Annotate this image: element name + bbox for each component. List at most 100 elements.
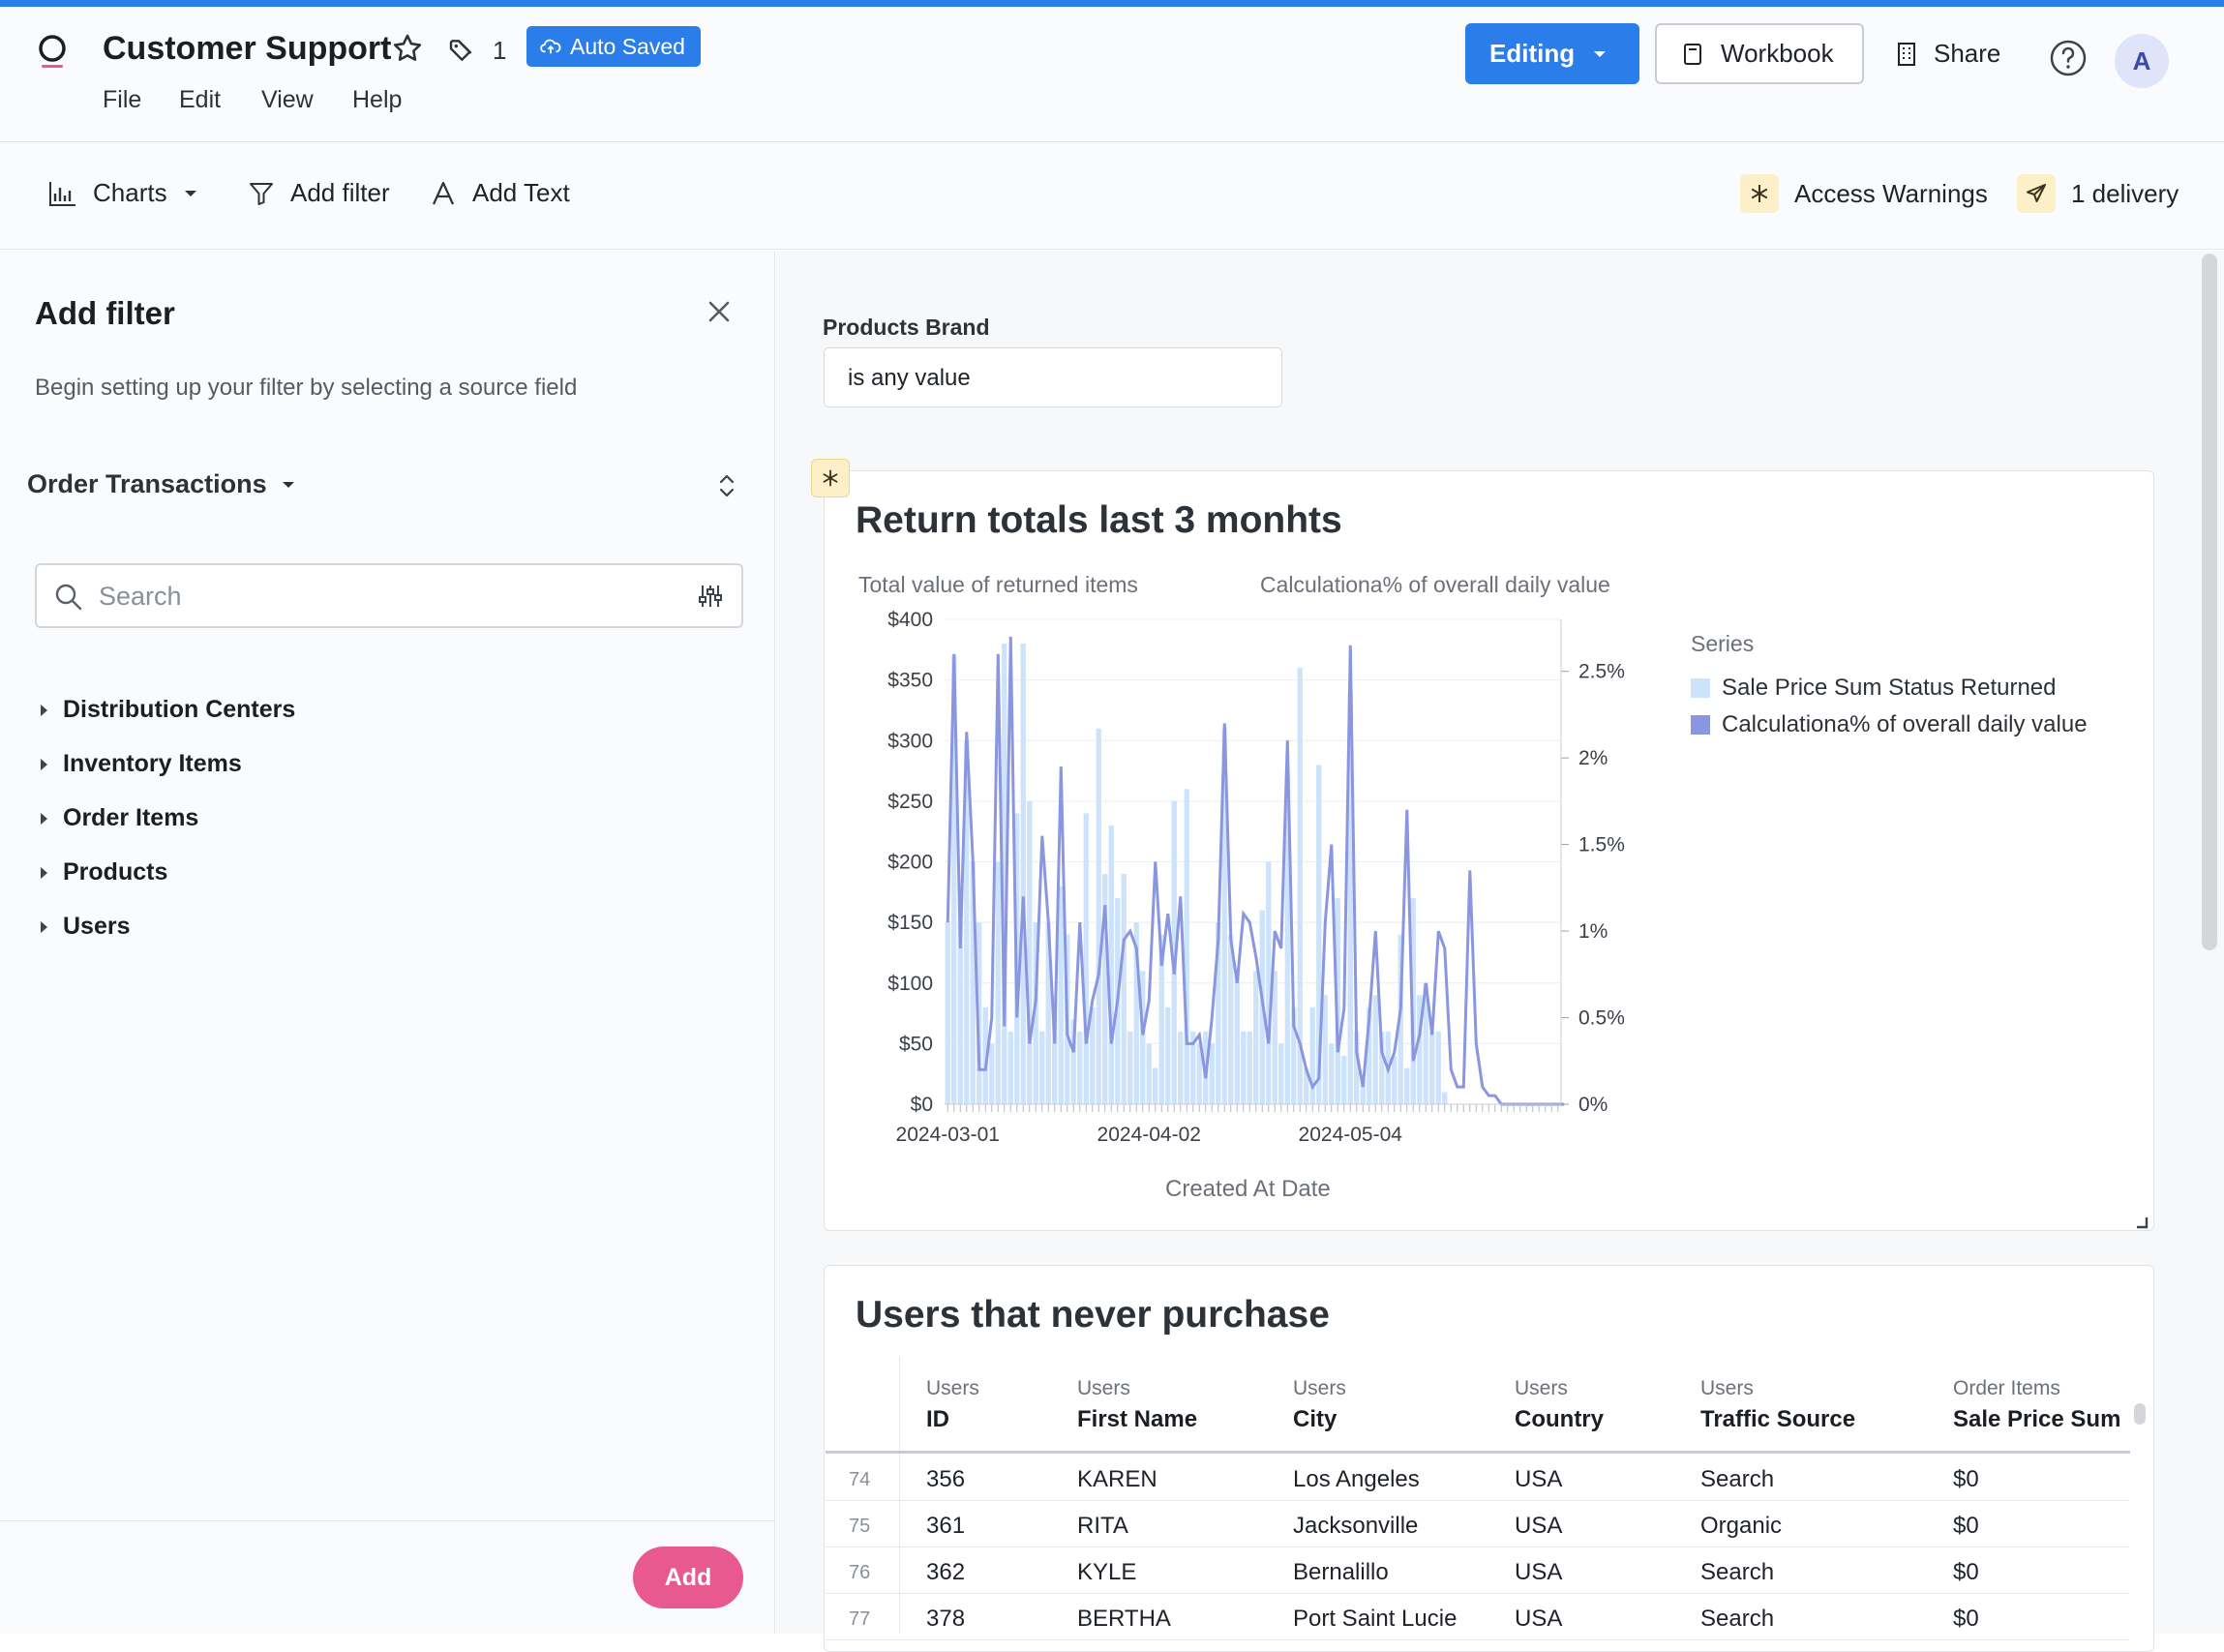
bar <box>1347 692 1353 1104</box>
bar <box>1354 1031 1360 1104</box>
bar <box>1221 728 1227 1104</box>
legend-item-percent[interactable]: Calculationa% of overall daily value <box>1691 711 2088 738</box>
products-brand-filter[interactable]: is any value <box>824 347 1282 407</box>
y-tick-label: $50 <box>899 1033 933 1055</box>
left-axis-title: Total value of returned items <box>858 572 1138 597</box>
share-label: Share <box>1934 39 2001 68</box>
source-selector[interactable]: Order Transactions <box>27 469 296 499</box>
close-icon[interactable] <box>705 297 734 326</box>
bar <box>1247 1031 1252 1104</box>
share-button[interactable]: Share <box>1895 23 2000 84</box>
add-filter-button[interactable]: Add filter <box>248 178 390 208</box>
menu-file[interactable]: File <box>103 86 142 113</box>
menu-view[interactable]: View <box>261 86 314 113</box>
bar <box>970 861 976 1104</box>
column-header-traffic-source[interactable]: Users Traffic Source <box>1700 1377 1856 1432</box>
panel-title: Add filter <box>35 295 175 331</box>
bar <box>1253 971 1259 1104</box>
caret-down-icon <box>1594 50 1607 57</box>
column-header-country[interactable]: Users Country <box>1515 1377 1604 1432</box>
y-tick-label: $150 <box>887 912 933 934</box>
bar <box>982 1006 988 1104</box>
expand-triangle-icon <box>41 758 47 770</box>
cell-first-name: RITA <box>1077 1513 1128 1539</box>
search-icon <box>55 584 82 611</box>
add-text-button[interactable]: Add Text <box>430 178 570 208</box>
add-filter-label: Add filter <box>290 178 390 207</box>
bar <box>1158 934 1164 1104</box>
charts-menu-button[interactable]: Charts <box>48 178 198 208</box>
access-warnings-button[interactable]: Access Warnings <box>1740 174 1988 213</box>
cell-sale-price-sum: $0 <box>1953 1559 1979 1585</box>
tree-item-distribution-centers[interactable]: Distribution Centers <box>41 696 295 724</box>
table-row[interactable]: 76 362 KYLE Bernalillo USA Search $0 <box>826 1547 2129 1594</box>
asterisk-warning-icon[interactable] <box>811 459 850 497</box>
tree-item-inventory-items[interactable]: Inventory Items <box>41 750 242 778</box>
column-header-id[interactable]: Users ID <box>926 1377 979 1432</box>
bar <box>1341 1055 1347 1104</box>
bar <box>951 655 957 1104</box>
tag-icon[interactable] <box>447 36 478 67</box>
app-logo-icon[interactable] <box>35 33 70 68</box>
return-totals-chart: $0 $50 $100 $150 $200 $250 $300 $350 $400 0% 0.5% 1… <box>887 609 1625 1146</box>
expand-triangle-icon <box>41 812 47 825</box>
cell-city: Los Angeles <box>1293 1466 1420 1492</box>
row-number: 76 <box>849 1562 871 1583</box>
workbook-title[interactable]: Customer Support <box>103 30 392 67</box>
search-input[interactable] <box>99 575 660 617</box>
table-row[interactable]: 75 361 RITA Jacksonville USA Organic $0 <box>826 1501 2129 1547</box>
table-scrollbar[interactable] <box>2134 1403 2146 1425</box>
legend-title: Series <box>1691 631 1755 656</box>
field-search-box <box>35 563 743 628</box>
delivery-button[interactable]: 1 delivery <box>2017 174 2179 213</box>
tree-item-users[interactable]: Users <box>41 913 131 941</box>
table-title: Users that never purchase <box>856 1294 1330 1336</box>
legend-item-returned[interactable]: Sale Price Sum Status Returned <box>1691 675 2057 702</box>
bar <box>1392 1055 1398 1104</box>
bar <box>957 922 963 1104</box>
bar <box>1196 1043 1202 1104</box>
cell-first-name: BERTHA <box>1077 1606 1171 1632</box>
cell-id: 378 <box>926 1606 966 1632</box>
y2-tick-label: 0% <box>1578 1094 1608 1116</box>
star-icon[interactable] <box>391 32 424 65</box>
tree-item-order-items[interactable]: Order Items <box>41 804 198 832</box>
tag-count: 1 <box>493 36 507 65</box>
bar-chart-icon <box>49 181 75 206</box>
tree-item-products[interactable]: Products <box>41 858 167 886</box>
column-header-city[interactable]: Users City <box>1293 1377 1346 1432</box>
column-header-first-name[interactable]: Users First Name <box>1077 1377 1198 1432</box>
bar <box>1216 922 1221 1104</box>
access-warnings-label: Access Warnings <box>1794 178 1988 208</box>
bar <box>1083 813 1089 1104</box>
send-icon <box>2017 174 2056 213</box>
row-number: 75 <box>849 1516 871 1537</box>
bar <box>1435 1031 1441 1104</box>
bar <box>1045 922 1051 1104</box>
bar <box>1052 995 1058 1104</box>
canvas-scrollbar[interactable] <box>2202 254 2217 950</box>
bar <box>1329 1043 1335 1104</box>
table-row[interactable]: 74 356 KAREN Los Angeles USA Search $0 <box>826 1455 2129 1501</box>
menu-help[interactable]: Help <box>352 86 403 113</box>
help-icon[interactable] <box>2049 39 2088 77</box>
table-row[interactable]: 77 378 BERTHA Port Saint Lucie USA Searc… <box>826 1594 2129 1640</box>
expand-collapse-icon[interactable] <box>716 469 737 502</box>
workbook-button[interactable]: Workbook <box>1655 23 1864 84</box>
bar <box>1127 1031 1133 1104</box>
bar <box>1190 1031 1196 1104</box>
column-header-sale-price-sum[interactable]: Order Items Sale Price Sum <box>1953 1377 2121 1432</box>
resize-handle-icon[interactable] <box>2135 1216 2149 1229</box>
row-number-divider <box>899 1357 900 1634</box>
editing-mode-button[interactable]: Editing <box>1465 23 1639 84</box>
menu-edit[interactable]: Edit <box>179 86 222 113</box>
expand-triangle-icon <box>41 920 47 933</box>
add-filter-confirm-button[interactable]: Add <box>633 1547 743 1608</box>
filter-settings-icon[interactable] <box>697 583 724 610</box>
bar <box>1241 1031 1247 1104</box>
user-avatar[interactable]: A <box>2115 34 2169 88</box>
bar <box>1429 1031 1435 1104</box>
charts-label: Charts <box>93 178 167 207</box>
y-tick-label: $350 <box>887 670 933 692</box>
expand-triangle-icon <box>41 704 47 716</box>
